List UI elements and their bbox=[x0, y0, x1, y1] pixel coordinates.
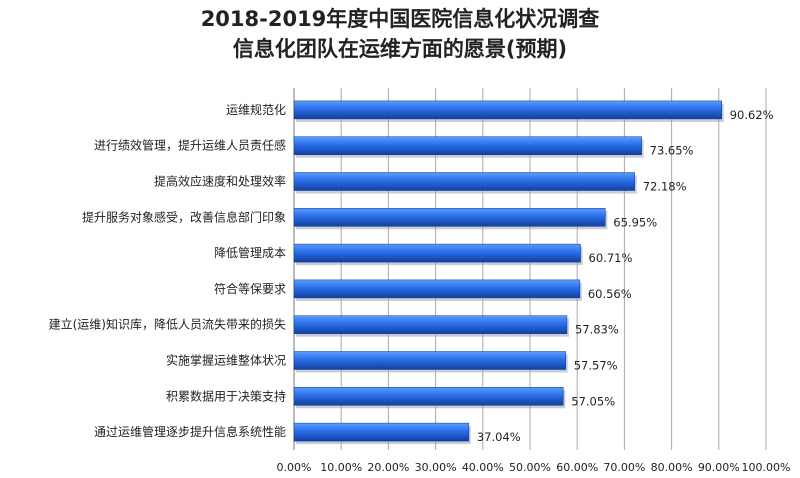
value-label: 57.83% bbox=[575, 323, 619, 337]
category-label: 积累数据用于决策支持 bbox=[166, 388, 286, 403]
bar bbox=[293, 387, 564, 406]
value-label: 60.56% bbox=[588, 287, 632, 301]
x-tick-label: 0.00% bbox=[277, 461, 312, 474]
value-label: 72.18% bbox=[643, 180, 687, 194]
value-label: 60.71% bbox=[589, 251, 633, 265]
x-tick-label: 50.00% bbox=[509, 461, 551, 474]
bar bbox=[293, 172, 635, 191]
bar bbox=[293, 315, 568, 334]
category-label: 建立(运维)知识库，降低人员流失带来的损失 bbox=[49, 317, 286, 332]
bar bbox=[293, 100, 722, 120]
x-tick-label: 60.00% bbox=[556, 461, 598, 474]
bars bbox=[293, 100, 724, 445]
bar bbox=[293, 351, 566, 370]
chart-title-line-1: 2018-2019年度中国医院信息化状况调查 bbox=[200, 7, 600, 31]
value-label: 73.65% bbox=[650, 144, 694, 158]
x-tick-label: 30.00% bbox=[415, 461, 457, 474]
category-label: 进行绩效管理，提升运维人员责任感 bbox=[94, 138, 286, 153]
x-tick-label: 90.00% bbox=[698, 461, 740, 474]
x-tick-label: 10.00% bbox=[320, 461, 362, 474]
value-label: 57.57% bbox=[574, 359, 618, 373]
bar bbox=[293, 136, 642, 155]
x-tick-label: 80.00% bbox=[651, 461, 693, 474]
category-label: 通过运维管理逐步提升信息系统性能 bbox=[94, 424, 286, 439]
category-label: 实施掌握运维整体状况 bbox=[166, 353, 286, 368]
chart-title: 2018-2019年度中国医院信息化状况调查 信息化团队在运维方面的愿景(预期) bbox=[0, 4, 800, 64]
labels: 0.00% 10.00% 20.00% 30.00% 40.00% 50.00% 60.00… bbox=[49, 102, 791, 474]
category-label: 运维规范化 bbox=[226, 102, 286, 117]
chart-title-line-2: 信息化团队在运维方面的愿景(预期) bbox=[232, 37, 568, 61]
category-label: 降低管理成本 bbox=[214, 245, 286, 260]
value-label: 90.62% bbox=[730, 108, 774, 122]
bar bbox=[293, 422, 470, 442]
value-label: 65.95% bbox=[613, 215, 657, 229]
category-label: 提升服务对象感受，改善信息部门印象 bbox=[82, 209, 286, 224]
category-label: 符合等保要求 bbox=[214, 281, 286, 296]
x-tick-label: 100.00% bbox=[742, 461, 791, 474]
bar bbox=[293, 279, 581, 299]
bar bbox=[293, 243, 581, 263]
bar bbox=[293, 208, 606, 227]
x-tick-label: 20.00% bbox=[367, 461, 409, 474]
x-tick-label: 70.00% bbox=[603, 461, 645, 474]
category-label: 提高效应速度和处理效率 bbox=[154, 174, 286, 189]
value-label: 37.04% bbox=[477, 430, 521, 444]
x-tick-label: 40.00% bbox=[462, 461, 504, 474]
value-label: 57.05% bbox=[571, 394, 615, 408]
